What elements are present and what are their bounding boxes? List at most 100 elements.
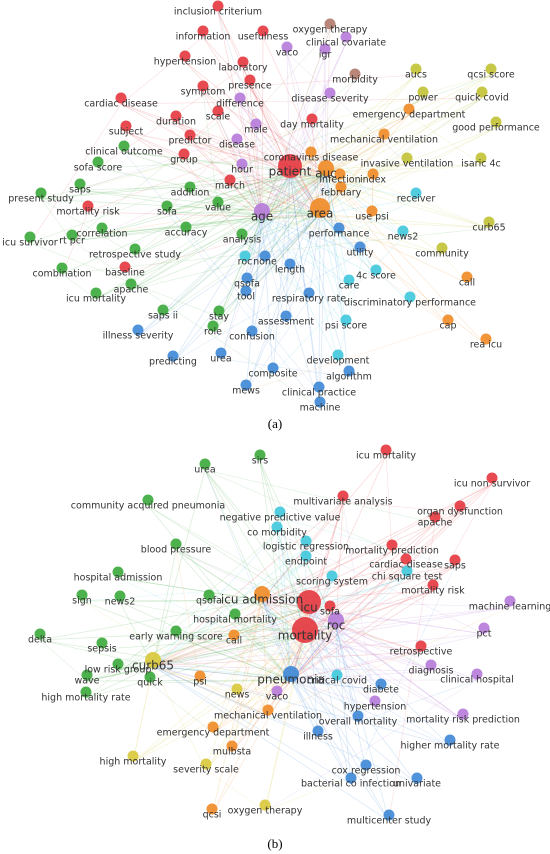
node-label: role [204, 327, 222, 338]
edge [130, 173, 327, 291]
node-label: morbidity [332, 75, 378, 86]
edge [259, 460, 310, 609]
node [397, 225, 409, 237]
edge [40, 171, 291, 200]
node [461, 271, 473, 283]
edge [329, 522, 436, 613]
edge [249, 85, 321, 215]
edge [149, 679, 292, 684]
edge [319, 74, 492, 215]
node-label: scale [206, 112, 231, 123]
edge [241, 239, 310, 300]
edge [259, 460, 337, 627]
edge [101, 171, 291, 235]
node [334, 168, 346, 180]
node-label: emergency department [353, 110, 466, 121]
edge [172, 216, 263, 363]
edge [319, 213, 350, 287]
edge [204, 469, 263, 601]
edge [39, 639, 154, 667]
node-label: organ dysfunction [417, 507, 503, 518]
node-label: algorithm [326, 372, 372, 383]
edge [97, 167, 321, 215]
edge [236, 625, 337, 696]
edge [134, 173, 327, 256]
edge [120, 36, 204, 105]
nodes: inclusion criterium oxygen therapy informa… [2, 0, 550, 827]
edge [335, 625, 352, 785]
edge [325, 173, 373, 218]
node [114, 590, 126, 602]
edge [189, 140, 327, 175]
edge [261, 599, 269, 717]
edge [318, 213, 321, 394]
edge [335, 625, 359, 723]
edge [152, 599, 263, 667]
node-label: hour [231, 165, 253, 176]
edge [239, 103, 263, 218]
edge [202, 91, 219, 209]
node [297, 590, 321, 614]
node [234, 92, 246, 104]
edge [245, 298, 310, 392]
node [80, 686, 92, 698]
node [400, 553, 412, 565]
node [366, 205, 378, 217]
edge [319, 97, 483, 215]
edge [39, 639, 88, 682]
edge [290, 501, 344, 681]
node [427, 579, 439, 591]
node-label: disease severity [291, 94, 369, 105]
node-label: illness severity [103, 331, 174, 342]
edge [97, 67, 244, 169]
node-label: sofa [157, 207, 177, 218]
node [401, 565, 413, 577]
edge [246, 198, 417, 285]
node [324, 87, 336, 99]
edge [308, 173, 327, 300]
edge [205, 635, 306, 771]
node [280, 310, 292, 322]
node [375, 678, 387, 690]
node-label: predictor [169, 136, 212, 147]
edge [286, 52, 291, 173]
edge [289, 171, 339, 362]
node-label: igr [319, 50, 332, 61]
edge [202, 91, 327, 175]
node [239, 250, 251, 262]
node [349, 68, 361, 80]
node [254, 586, 270, 602]
edge [61, 171, 291, 275]
edge [152, 550, 393, 667]
node-label: sign [72, 596, 92, 607]
edge [175, 549, 310, 609]
node [178, 148, 190, 160]
node [380, 444, 392, 456]
node [306, 113, 318, 125]
edge [261, 216, 339, 362]
edge [261, 139, 385, 218]
node-label: hypertension [154, 57, 216, 68]
edge [217, 11, 310, 300]
node [212, 0, 224, 12]
node-label: usefulness [238, 32, 289, 43]
node [129, 243, 141, 255]
node-label: clinical covariate [306, 38, 386, 49]
edge [246, 124, 313, 285]
edge [261, 599, 390, 822]
node-label: bacterial co infection [301, 779, 401, 790]
edge [261, 74, 417, 218]
edge [87, 211, 263, 218]
edge [261, 216, 377, 277]
edge [261, 483, 493, 601]
edge [242, 67, 321, 215]
edge [152, 665, 390, 822]
node-label: apache [418, 518, 453, 529]
node [170, 538, 182, 550]
edge [208, 600, 292, 681]
edge [261, 127, 497, 218]
edge [251, 269, 291, 338]
node [429, 511, 441, 523]
edge [285, 171, 291, 323]
edge [147, 505, 310, 609]
